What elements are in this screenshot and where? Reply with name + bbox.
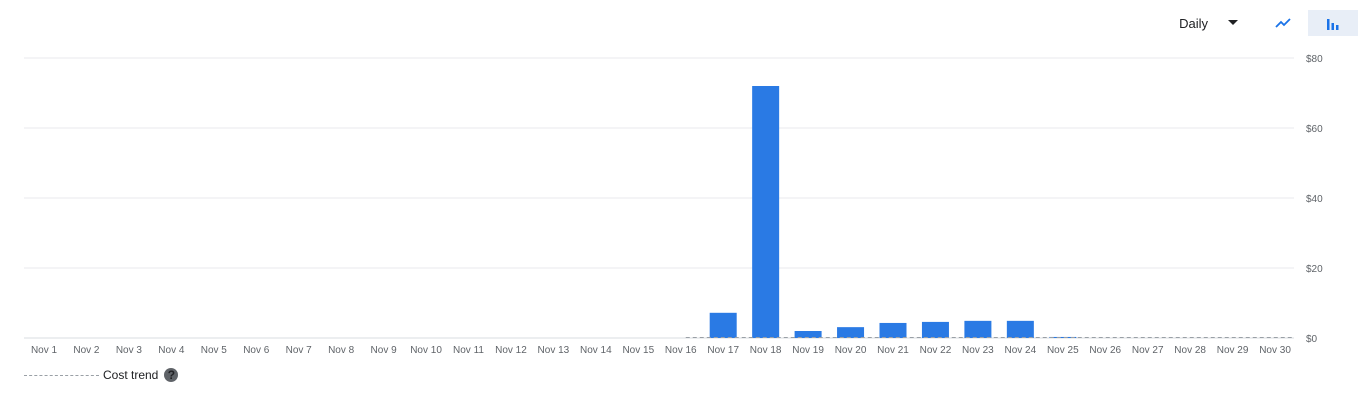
bar-view-button[interactable]: [1308, 10, 1358, 36]
bar: [964, 320, 992, 338]
x-tick-label: Nov 29: [1217, 345, 1249, 356]
x-tick-label: Nov 5: [201, 345, 228, 356]
bar: [794, 331, 822, 338]
x-tick-label: Nov 30: [1259, 345, 1291, 356]
x-tick-label: Nov 6: [243, 345, 270, 356]
bar-chart-icon: [1327, 18, 1339, 30]
x-tick-label: Nov 19: [792, 345, 824, 356]
x-tick-label: Nov 18: [750, 345, 782, 356]
y-tick-label: $20: [1306, 264, 1323, 275]
y-tick-label: $60: [1306, 124, 1323, 135]
x-tick-label: Nov 8: [328, 345, 355, 356]
bar: [709, 312, 737, 338]
x-tick-label: Nov 21: [877, 345, 909, 356]
x-tick-label: Nov 1: [31, 345, 58, 356]
x-tick-label: Nov 14: [580, 345, 612, 356]
trend-line-icon: [1275, 18, 1291, 28]
x-tick-label: Nov 23: [962, 345, 994, 356]
x-tick-label: Nov 16: [665, 345, 697, 356]
x-tick-label: Nov 13: [538, 345, 570, 356]
x-tick-label: Nov 2: [73, 345, 100, 356]
bar: [1006, 320, 1034, 338]
granularity-dropdown[interactable]: Daily: [1179, 16, 1238, 31]
x-tick-label: Nov 4: [158, 345, 185, 356]
x-tick-label: Nov 12: [495, 345, 527, 356]
x-tick-label: Nov 15: [622, 345, 654, 356]
bar: [752, 86, 780, 338]
y-tick-label: $80: [1306, 54, 1323, 65]
dropdown-arrow-icon: [1228, 20, 1238, 25]
trend-legend-label: Cost trend: [103, 368, 159, 382]
x-tick-label: Nov 20: [835, 345, 867, 356]
bar: [837, 327, 865, 338]
y-tick-label: $0: [1306, 334, 1318, 345]
x-tick-label: Nov 3: [116, 345, 143, 356]
x-tick-label: Nov 22: [920, 345, 952, 356]
x-tick-label: Nov 25: [1047, 345, 1079, 356]
bar: [1049, 336, 1077, 338]
x-tick-label: Nov 17: [707, 345, 739, 356]
line-view-button[interactable]: [1258, 10, 1308, 36]
trend-legend-swatch: [24, 374, 99, 376]
x-tick-label: Nov 7: [286, 345, 313, 356]
x-tick-label: Nov 11: [453, 345, 484, 356]
x-tick-label: Nov 10: [410, 345, 442, 356]
x-tick-label: Nov 9: [371, 345, 398, 356]
bar: [879, 322, 907, 338]
x-tick-label: Nov 28: [1174, 345, 1206, 356]
x-tick-label: Nov 24: [1005, 345, 1037, 356]
y-tick-label: $40: [1306, 194, 1323, 205]
granularity-label: Daily: [1179, 15, 1208, 31]
bar: [921, 321, 949, 338]
x-tick-label: Nov 27: [1132, 345, 1164, 356]
chart-toolbar: Daily: [1179, 10, 1358, 36]
cost-bar-chart: $0 $20 $40 $60 $80 Nov 1 Nov 2 Nov 3 Nov 4 Nov 5 N…: [24, 54, 1323, 356]
x-tick-label: Nov 26: [1089, 345, 1121, 356]
help-circle-icon[interactable]: ?: [164, 368, 179, 382]
chart-legend: Cost trend ?: [24, 368, 179, 382]
